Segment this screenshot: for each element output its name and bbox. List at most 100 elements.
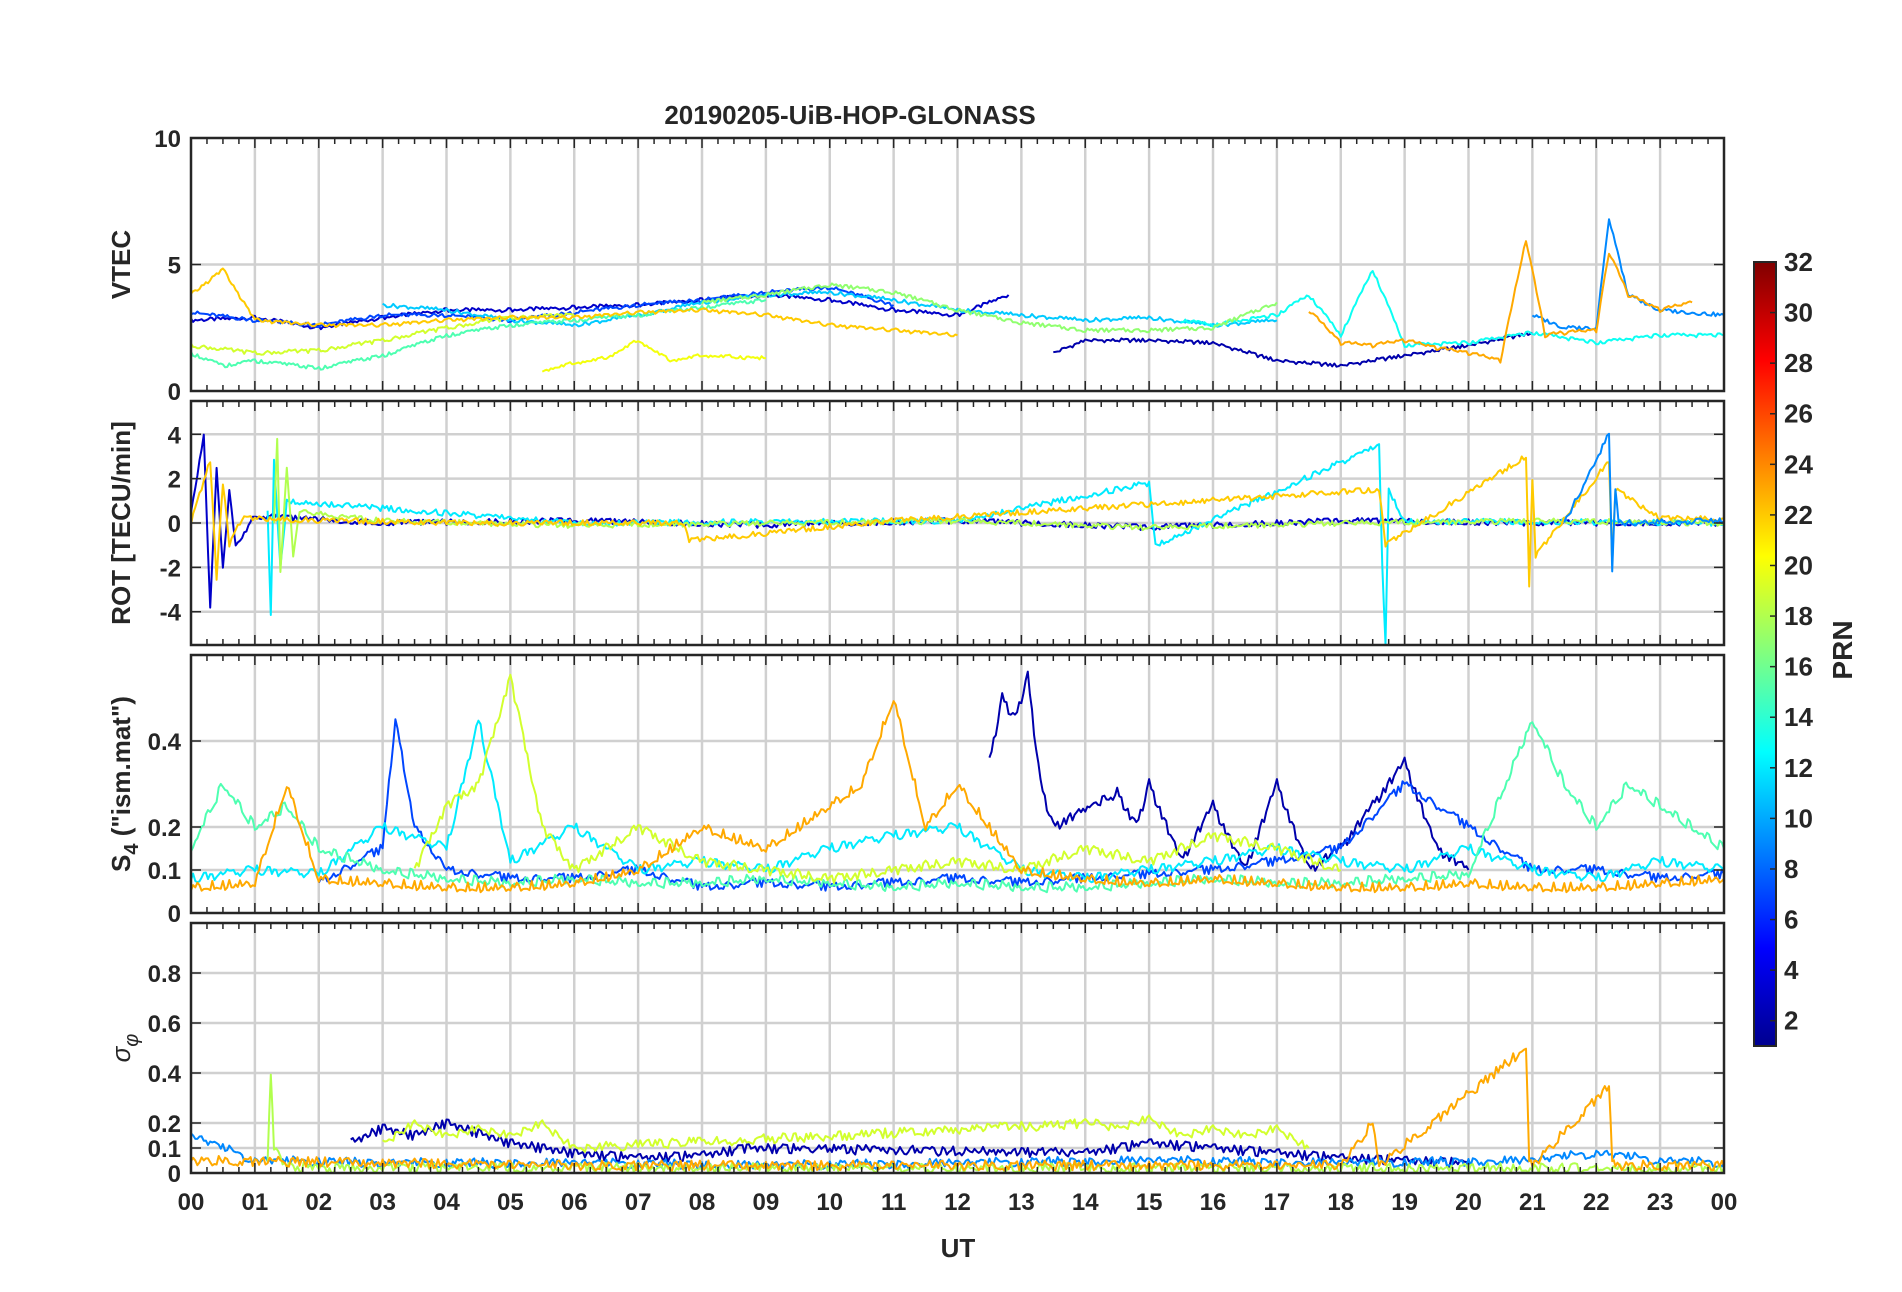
series-line-prn-11 bbox=[382, 289, 1278, 328]
x-tick-label: 04 bbox=[433, 1189, 460, 1216]
y-tick-label: 0 bbox=[168, 901, 181, 928]
x-tick-label: 11 bbox=[881, 1189, 906, 1216]
y-axis-label-main: ROT [TECU/min] bbox=[106, 421, 136, 625]
x-tick-label: 23 bbox=[1647, 1189, 1674, 1216]
y-tick-label: 0.2 bbox=[148, 1111, 181, 1138]
y-axis-label: S4 ("ism.mat") bbox=[106, 696, 143, 872]
x-axis-label: UT bbox=[941, 1233, 976, 1263]
axes-frame bbox=[189, 136, 1726, 393]
series-line-prn-7 bbox=[191, 285, 895, 328]
colorbar-tick-label: 32 bbox=[1784, 247, 1813, 277]
colorbar-tick-label: 2 bbox=[1784, 1006, 1798, 1036]
colorbar-tick-label: 28 bbox=[1784, 348, 1813, 378]
series-line-prn-12 bbox=[191, 719, 1724, 884]
y-tick-label: 0.8 bbox=[148, 961, 181, 988]
x-tick-label: 22 bbox=[1583, 1189, 1610, 1216]
panel-sigma_phi: 00.10.2 0.4 0.6 0.8 σφ 00 01 02 03 04 05 06 07 08 09 10… bbox=[106, 921, 1737, 1216]
x-tick-label: 18 bbox=[1327, 1189, 1354, 1216]
y-tick-label: 5 bbox=[168, 253, 181, 280]
colorbar-tick-label: 8 bbox=[1784, 854, 1798, 884]
y-tick-label: 10 bbox=[154, 126, 181, 153]
y-tick-label: 0.6 bbox=[148, 1011, 181, 1038]
y-tick-label: 0 bbox=[168, 379, 181, 406]
colorbar-tick-label: 24 bbox=[1784, 449, 1813, 479]
series-line-prn-22 bbox=[191, 267, 958, 338]
x-tick-label: 06 bbox=[561, 1189, 588, 1216]
series-line-prn-23 bbox=[1308, 240, 1693, 364]
y-axis-label-main: VTEC bbox=[106, 230, 136, 300]
series-line-prn-18 bbox=[273, 437, 1724, 573]
series-group bbox=[191, 218, 1724, 373]
x-tick-label: 13 bbox=[1008, 1189, 1035, 1216]
x-tick-label: 10 bbox=[816, 1189, 843, 1216]
colorbar-tick-label: 22 bbox=[1784, 500, 1813, 530]
colorbar-tick-label: 10 bbox=[1784, 803, 1813, 833]
x-tick-label: 00 bbox=[178, 1189, 205, 1216]
series-line-prn-15 bbox=[191, 721, 1724, 894]
x-tick-label: 09 bbox=[753, 1189, 780, 1216]
axes-frame bbox=[189, 399, 1726, 647]
x-tick-label: 19 bbox=[1391, 1189, 1418, 1216]
y-axis-label-main: S bbox=[106, 855, 136, 872]
y-tick-label: 0.4 bbox=[148, 729, 182, 756]
series-group bbox=[191, 432, 1724, 645]
colorbar-tick-label: 6 bbox=[1784, 905, 1798, 935]
colorbar-tick-label: 20 bbox=[1784, 550, 1813, 580]
x-tick-label: 17 bbox=[1264, 1189, 1291, 1216]
series-line-prn-2 bbox=[1053, 331, 1533, 368]
series-line-prn-2 bbox=[350, 1118, 1469, 1168]
y-tick-label: 0 bbox=[168, 1161, 181, 1188]
axes-frame bbox=[189, 921, 1726, 1175]
colorbar-tick-label: 30 bbox=[1784, 298, 1813, 328]
x-tick-label: 20 bbox=[1455, 1189, 1482, 1216]
colorbar-tick-label: 26 bbox=[1784, 399, 1813, 429]
y-axis-label: ROT [TECU/min] bbox=[106, 421, 136, 625]
y-axis-label-suffix: ("ism.mat") bbox=[106, 696, 136, 843]
series-line-prn-17 bbox=[701, 282, 1278, 334]
series-line-prn-22 bbox=[191, 455, 1724, 588]
chart-title: 20190205-UiB-HOP-GLONASS bbox=[664, 100, 1035, 130]
series-line-prn-9 bbox=[1563, 432, 1724, 573]
y-tick-label: 0.2 bbox=[148, 815, 181, 842]
series-line-prn-19 bbox=[413, 673, 1342, 884]
series-line-prn-19 bbox=[382, 1114, 1310, 1153]
panel-rot: -4 -2 0 2 4 ROT [TECU/min] bbox=[106, 399, 1726, 647]
colorbar-tick-label: 14 bbox=[1784, 702, 1813, 732]
series-line-prn-20 bbox=[541, 339, 766, 373]
y-tick-label: 2 bbox=[168, 467, 181, 494]
axes-frame bbox=[189, 653, 1726, 915]
x-tick-label: 02 bbox=[305, 1189, 332, 1216]
colorbar-tick-label: 4 bbox=[1784, 955, 1799, 985]
x-tick-label: 12 bbox=[944, 1189, 971, 1216]
colorbar-tick-label: 12 bbox=[1784, 753, 1813, 783]
x-tick-label: 16 bbox=[1200, 1189, 1227, 1216]
y-tick-label: 0.1 bbox=[148, 1136, 181, 1163]
x-tick-label: 14 bbox=[1072, 1189, 1099, 1216]
series-line-prn-15 bbox=[191, 298, 767, 371]
series-line-prn-2 bbox=[988, 670, 1470, 872]
x-tick-label: 07 bbox=[625, 1189, 652, 1216]
x-tick-label: 05 bbox=[497, 1189, 524, 1216]
series-line-prn-9 bbox=[191, 1132, 1724, 1171]
x-tick-label: 03 bbox=[369, 1189, 396, 1216]
panel-s4: 00.10.20.4S4 ("ism.mat") bbox=[106, 653, 1726, 928]
series-line-prn-23 bbox=[191, 700, 1724, 894]
y-tick-label: 0.1 bbox=[148, 858, 181, 885]
x-tick-label: 21 bbox=[1519, 1189, 1546, 1216]
y-tick-label: 0.4 bbox=[148, 1061, 182, 1088]
x-tick-label: 15 bbox=[1136, 1189, 1163, 1216]
y-axis-label-subscript: 4 bbox=[121, 843, 143, 855]
x-tick-label: 08 bbox=[689, 1189, 716, 1216]
colorbar-tick-label: 18 bbox=[1784, 601, 1813, 631]
y-axis-label-subscript: φ bbox=[121, 1034, 143, 1047]
colorbar-bar bbox=[1753, 261, 1777, 1047]
series-line-prn-13 bbox=[1180, 270, 1724, 348]
y-tick-label: -4 bbox=[160, 600, 182, 627]
y-tick-label: 0 bbox=[168, 511, 181, 538]
series-group bbox=[191, 1047, 1724, 1173]
series-line-prn-18 bbox=[266, 1073, 1724, 1173]
series-group bbox=[191, 670, 1724, 894]
